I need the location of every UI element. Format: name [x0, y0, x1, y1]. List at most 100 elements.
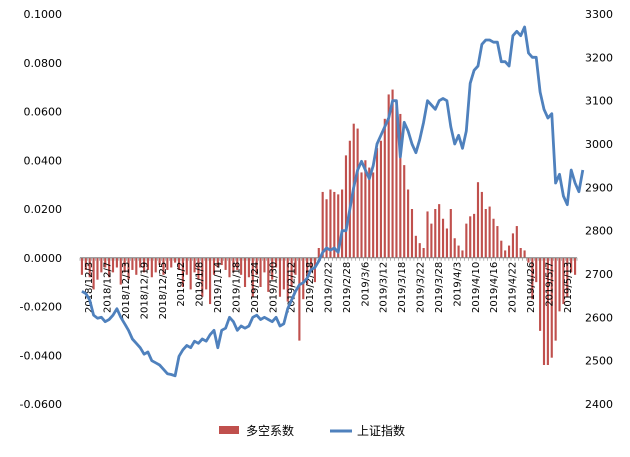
x-tick-label: 2019/1/8 — [195, 262, 206, 307]
bar — [209, 257, 212, 305]
bar — [570, 257, 573, 273]
bar — [282, 257, 285, 290]
bar — [216, 257, 219, 268]
bar — [271, 257, 274, 280]
bar — [189, 257, 192, 290]
bar — [263, 257, 266, 273]
bar — [309, 257, 313, 273]
bar — [375, 148, 379, 258]
bar — [473, 213, 476, 258]
x-tick-label: 2018/12/19 — [139, 262, 150, 320]
bar — [461, 250, 464, 258]
bar — [92, 257, 95, 290]
bar — [445, 228, 448, 258]
bar — [399, 113, 402, 258]
bar — [139, 257, 142, 268]
right-y-tick-label: 2500 — [585, 355, 613, 368]
left-y-tick-label: 0.0000 — [24, 252, 63, 265]
bar — [465, 223, 468, 258]
x-tick-label: 2018/12/3 — [84, 262, 95, 313]
bar — [111, 257, 115, 273]
bar — [535, 257, 538, 283]
left-y-tick-label: 0.0200 — [24, 203, 63, 216]
bar — [562, 257, 565, 305]
x-tick-label: 2019/4/26 — [526, 262, 537, 313]
bar — [197, 257, 200, 280]
right-y-axis: 3300 3200 3100 3000 2900 2800 2700 2600 2500 2400 — [585, 8, 613, 411]
x-tick-label: 2018/12/13 — [121, 262, 132, 320]
x-tick-label: 2019/5/13 — [563, 262, 574, 313]
right-y-tick-label: 3100 — [585, 95, 613, 108]
x-tick-label: 2019/2/22 — [324, 262, 335, 313]
legend-label-bar: 多空系数 — [246, 423, 294, 438]
bar — [387, 94, 390, 258]
bar — [313, 257, 316, 283]
x-tick-label: 2019/3/18 — [397, 262, 408, 313]
x-tick-label: 2019/3/28 — [434, 262, 445, 313]
bar — [84, 257, 87, 270]
bar — [154, 257, 157, 273]
bar — [185, 257, 188, 275]
bar — [546, 257, 549, 365]
x-tick-label: 2019/1/18 — [231, 262, 242, 313]
bar — [480, 191, 483, 258]
bar — [539, 257, 542, 331]
bar — [205, 257, 208, 290]
bar — [166, 257, 169, 270]
bar — [201, 257, 204, 297]
bar — [523, 250, 526, 258]
left-y-tick-label: 0.1000 — [24, 8, 63, 21]
bar — [573, 257, 577, 275]
bar — [395, 106, 398, 258]
bar — [100, 257, 103, 273]
bar — [566, 257, 569, 297]
bar — [302, 257, 305, 300]
x-tick-label: 2019/2/12 — [287, 262, 298, 313]
bar — [453, 238, 456, 258]
bar — [496, 226, 499, 258]
bar — [511, 233, 515, 258]
bar — [251, 257, 254, 297]
right-y-tick-label: 2800 — [585, 225, 613, 238]
x-tick-label: 2019/1/24 — [250, 262, 261, 313]
legend: 多空系数 上证指数 — [219, 423, 405, 438]
bar — [286, 257, 289, 302]
bar — [449, 209, 452, 258]
x-tick-label: 2018/12/25 — [158, 262, 169, 320]
bar — [542, 257, 546, 365]
bar — [434, 209, 437, 258]
bar — [368, 167, 371, 258]
x-tick-label: 2019/1/30 — [268, 262, 279, 313]
legend-swatch-bar — [219, 426, 239, 434]
bar — [344, 155, 348, 258]
bar — [247, 257, 250, 278]
right-y-tick-label: 2900 — [585, 181, 613, 194]
bar — [333, 191, 336, 258]
bar — [372, 172, 375, 258]
bar — [476, 182, 480, 258]
bar — [131, 257, 134, 270]
bar — [360, 172, 363, 258]
bar — [162, 257, 165, 275]
bar — [243, 257, 247, 287]
bar — [500, 240, 503, 258]
bar — [317, 248, 320, 258]
x-tick-label: 2019/1/14 — [213, 262, 224, 313]
bar — [232, 257, 235, 273]
bar — [379, 140, 382, 258]
bar — [80, 257, 84, 275]
bar — [275, 257, 278, 268]
right-y-tick-label: 2700 — [585, 268, 613, 281]
bar — [123, 257, 126, 273]
bar — [177, 257, 181, 270]
left-y-tick-label: 0.0800 — [24, 57, 63, 70]
left-y-tick-label: 0.0600 — [24, 106, 63, 119]
bar — [519, 248, 522, 258]
bar — [240, 257, 243, 275]
bar — [115, 257, 118, 268]
bar — [306, 257, 309, 285]
bar — [236, 257, 239, 270]
bar — [181, 257, 184, 287]
x-tick-label: 2019/4/22 — [508, 262, 519, 313]
